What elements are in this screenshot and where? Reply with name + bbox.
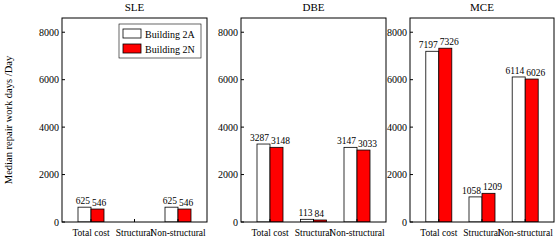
y-tick-label: 8000 [387,27,407,38]
y-tick-label: 6000 [387,74,407,85]
data-label: 625 [163,196,178,206]
x-tick-label: Non-structural [329,228,385,238]
data-label: 3147 [337,136,356,146]
data-label: 1058 [462,186,481,196]
y-axis-label: Median repair work days /Day [3,55,14,184]
plot-frame [410,18,554,222]
legend-label: Building 2N [145,44,195,55]
data-label: 84 [315,209,325,219]
x-tick-label: Total cost [251,228,288,238]
y-tick-label: 4000 [39,122,59,133]
x-tick-label: Structural [463,228,501,238]
bar: Building 2A [469,197,482,222]
bars: Building 2ABuilding 2NBuilding 2ABuildin… [78,207,191,222]
data-label: 113 [299,208,313,218]
bar: Building 2N [270,147,283,222]
data-label: 625 [76,196,91,206]
panel-title: DBE [303,1,325,13]
y-tick-label: 8000 [218,27,238,38]
bars: Building 2ABuilding 2NBuilding 2ABuildin… [426,48,538,222]
panel-title: MCE [470,1,494,13]
y-tick-label: 6000 [218,74,238,85]
data-label: 7197 [419,40,438,50]
y-tick-label: 0 [233,217,238,228]
bar: Building 2A [426,51,439,222]
figure: SLE Median repair work days /Day 0 2000 4000… [0,0,557,246]
data-label: 3148 [271,136,290,146]
legend-box [119,24,201,58]
bar: Building 2N [178,209,191,222]
y-tick-label: 0 [54,217,59,228]
y-tick-label: 8000 [39,27,59,38]
plot-frame [241,18,386,222]
y-tick-label: 0 [402,217,407,228]
x-tick-label: Total cost [72,228,109,238]
bar: Building 2N [91,209,104,222]
x-tick-label: Non-structural [497,228,553,238]
data-label: 7326 [440,37,459,47]
bar: Building 2A [512,77,525,222]
data-label: 6114 [506,66,525,76]
bar: Building 2N [525,79,538,222]
x-tick-label: Structural [295,228,333,238]
bars: Building 2ABuilding 2NBuilding 2ABuildin… [257,144,370,222]
data-label: 546 [92,198,107,208]
data-label: 3287 [250,133,269,143]
panel-title: SLE [125,1,145,13]
x-tick-label: Total cost [420,228,457,238]
y-tick-label: 4000 [218,122,238,133]
data-label: 546 [179,198,194,208]
legend-swatch [123,44,141,53]
y-tick-label: 4000 [387,122,407,133]
bar: Building 2A [165,207,178,222]
bar: Building 2A [78,207,91,222]
plot-frame [62,18,207,222]
x-tick-label: Non-structural [150,228,206,238]
data-label: 6026 [526,68,545,78]
bar: Building 2N [439,48,452,222]
y-tick-label: 2000 [39,169,59,180]
x-tick-label: Structural [116,228,154,238]
y-tick-label: 2000 [218,169,238,180]
bar: Building 2A [344,147,357,222]
bar: Building 2N [357,150,370,222]
legend-label: Building 2A [145,29,196,40]
bar: Building 2A [257,144,270,222]
y-tick-label: 6000 [39,74,59,85]
data-label: 1209 [483,182,502,192]
legend-swatch [123,29,141,38]
y-tick-label: 2000 [387,169,407,180]
bar: Building 2N [482,193,495,222]
data-label: 3033 [358,139,377,149]
